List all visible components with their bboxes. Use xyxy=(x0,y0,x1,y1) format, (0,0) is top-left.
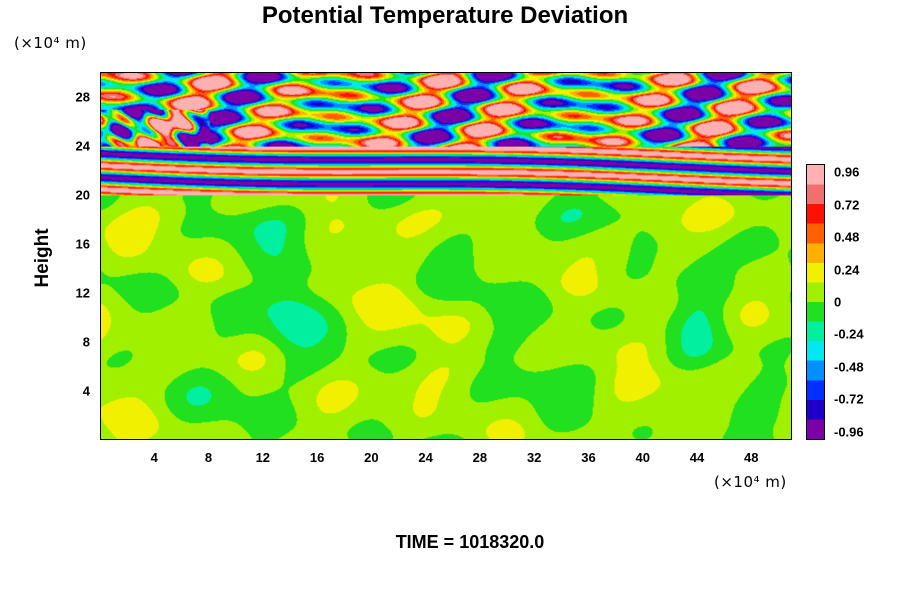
x-tick-label: 20 xyxy=(364,450,379,465)
y-tick-label: 28 xyxy=(75,89,90,105)
colorbar-tick-label: -0.96 xyxy=(834,424,864,440)
colorbar-tick-label: -0.24 xyxy=(834,326,864,342)
y-tick-label: 8 xyxy=(82,334,90,350)
x-axis-unit: (×10⁴ m) xyxy=(714,473,787,491)
colorbar-tick-label: 0.24 xyxy=(834,262,860,278)
y-tick-label: 12 xyxy=(75,285,90,301)
colorbar-tick-label: -0.72 xyxy=(834,391,864,407)
x-tick-label: 16 xyxy=(309,450,325,465)
x-tick-label: 12 xyxy=(255,450,271,465)
x-tick-label: 4 xyxy=(150,450,158,465)
y-axis-unit: (×10⁴ m) xyxy=(14,34,87,52)
y-tick-label: 4 xyxy=(82,383,90,399)
x-tick-label: 32 xyxy=(526,450,542,465)
x-tick-label: 44 xyxy=(689,450,705,465)
colorbar-tick-label: 0.96 xyxy=(834,164,860,180)
x-tick-label: 36 xyxy=(581,450,596,465)
heatmap-plot xyxy=(100,72,792,440)
colorbar-tick-label: 0 xyxy=(834,294,842,310)
y-tick-label: 24 xyxy=(75,138,90,154)
colorbar-tick-label: 0.72 xyxy=(834,197,860,213)
x-tick-label: 24 xyxy=(418,450,433,465)
colorbar-tick-label: -0.48 xyxy=(834,359,864,375)
y-tick-label: 20 xyxy=(75,187,90,203)
chart-title: Potential Temperature Deviation xyxy=(261,2,629,29)
x-tick-label: 28 xyxy=(472,450,488,465)
colorbar-tick-label: 0.48 xyxy=(834,229,860,245)
x-tick-label: 8 xyxy=(204,450,213,465)
colorbar xyxy=(806,164,825,440)
x-tick-label: 48 xyxy=(744,450,759,465)
x-tick-label: 40 xyxy=(635,450,650,465)
time-readout: TIME = 1018320.0 xyxy=(395,532,545,552)
y-tick-label: 16 xyxy=(75,236,90,252)
y-axis-label: Height xyxy=(32,228,53,288)
